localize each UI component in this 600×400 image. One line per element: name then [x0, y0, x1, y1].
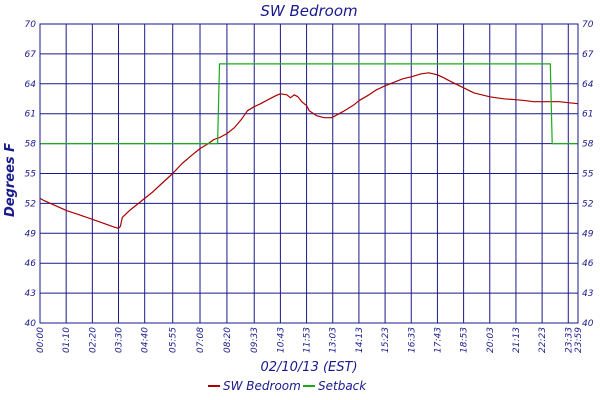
y-tick-label-right-6: 58 — [582, 140, 594, 150]
x-tick-label-8: 09:33 — [250, 327, 260, 353]
x-tick-label-13: 15:23 — [381, 327, 391, 353]
legend-label-1: Setback — [318, 379, 367, 393]
x-tick-label-19: 22:23 — [538, 327, 548, 353]
x-tick-label-11: 13:03 — [329, 327, 339, 353]
legend-label-0: SW Bedroom — [223, 379, 301, 393]
x-tick-label-17: 20:03 — [486, 327, 496, 353]
plot-border — [39, 23, 579, 324]
x-axis-label: 02/10/13 (EST) — [260, 360, 357, 375]
y-tick-label-right-8: 64 — [582, 80, 594, 90]
x-tick-label-6: 07:08 — [196, 327, 206, 353]
x-tick-label-5: 05:55 — [169, 327, 179, 353]
y-tick-label-right-1: 43 — [582, 289, 594, 299]
series-layer — [39, 63, 579, 229]
y-tick-label-right-9: 67 — [582, 50, 594, 60]
series-line-sw-bedroom — [39, 72, 579, 229]
y-tick-label-left-5: 55 — [25, 170, 37, 180]
y-tick-label-right-0: 40 — [582, 319, 594, 329]
y-tick-label-right-2: 46 — [582, 259, 594, 269]
x-tick-label-18: 21:13 — [512, 327, 522, 353]
x-tick-label-21: 23:59 — [574, 327, 584, 353]
y-tick-label-right-7: 61 — [582, 110, 593, 120]
chart-title: SW Bedroom — [260, 2, 357, 20]
series-line-setback — [40, 63, 578, 145]
y-tick-label-left-10: 70 — [25, 20, 37, 30]
y-axis-label: Degrees F — [3, 143, 18, 217]
x-tick-label-9: 10:43 — [276, 327, 286, 353]
y-tick-label-left-6: 58 — [25, 140, 37, 150]
x-tick-label-10: 11:53 — [303, 327, 313, 353]
y-tick-label-right-4: 52 — [582, 199, 594, 209]
x-tick-label-14: 16:33 — [407, 327, 417, 353]
y-tick-label-right-10: 70 — [582, 20, 594, 30]
x-tick-label-12: 14:13 — [355, 327, 365, 353]
x-tick-labels: 00:00 01:10 02:20 03:30 04:40 05:55 07:08 08:20… — [36, 327, 584, 353]
y-tick-label-left-3: 49 — [25, 229, 37, 239]
x-tick-label-20: 23:33 — [564, 327, 574, 353]
y-tick-labels-right: 40 43 46 49 52 55 58 61 64 67 70 — [582, 20, 594, 329]
x-tick-label-4: 04:40 — [141, 327, 151, 353]
legend: SW Bedroom Setback — [208, 379, 367, 393]
y-tick-label-left-4: 52 — [25, 199, 37, 209]
y-tick-label-left-0: 40 — [25, 319, 37, 329]
x-tick-label-7: 08:20 — [223, 327, 233, 353]
y-tick-label-right-5: 55 — [582, 170, 594, 180]
x-tick-label-1: 01:10 — [62, 327, 72, 353]
y-tick-label-right-3: 49 — [582, 229, 594, 239]
y-tick-labels-left: 40 43 46 49 52 55 58 61 64 67 70 — [25, 20, 37, 329]
x-tick-label-3: 03:30 — [115, 327, 125, 353]
x-tick-label-0: 00:00 — [36, 327, 46, 353]
x-tick-label-16: 18:53 — [460, 327, 470, 353]
y-tick-label-left-1: 43 — [25, 289, 37, 299]
x-tick-label-2: 02:20 — [88, 327, 98, 353]
y-tick-label-left-2: 46 — [25, 259, 37, 269]
y-tick-label-left-8: 64 — [25, 80, 37, 90]
y-tick-label-left-7: 61 — [25, 110, 36, 120]
x-tick-label-15: 17:43 — [433, 327, 443, 353]
y-tick-label-left-9: 67 — [25, 50, 37, 60]
